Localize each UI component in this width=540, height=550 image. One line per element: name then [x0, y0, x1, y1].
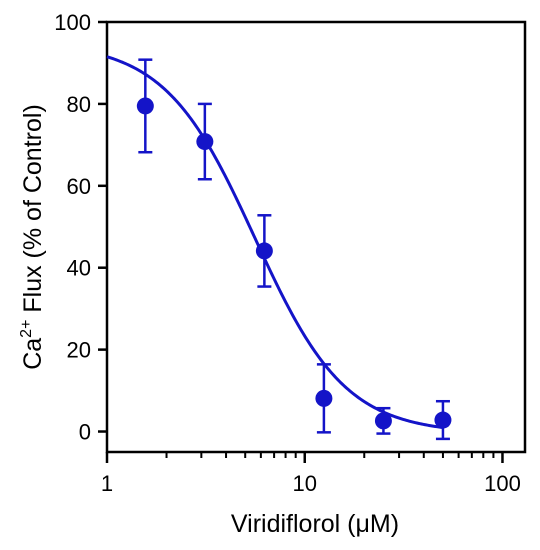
x-tick-label: 100: [484, 471, 521, 496]
y-tick-label: 80: [67, 92, 91, 117]
plot-frame: [105, 20, 527, 454]
data-point: [434, 411, 452, 429]
data-point: [374, 412, 392, 430]
y-tick-label: 60: [67, 174, 91, 199]
data-point: [255, 242, 273, 260]
fit-curve-layer: [106, 55, 444, 430]
data-point: [196, 133, 214, 151]
y-tick-label: 100: [54, 10, 91, 35]
y-tick-label: 0: [79, 420, 91, 445]
axis-labels: Viridiflorol (μM) Ca2+ Flux (% of Contro…: [18, 104, 399, 538]
x-tick-label: 10: [292, 471, 316, 496]
y-axis-label-prefix: Ca: [19, 338, 47, 370]
y-axis-label: Ca2+ Flux (% of Control): [18, 104, 47, 370]
axes: 0 20 40 60 80 100 1 10 100: [54, 10, 527, 496]
y-axis-label-suffix: Flux (% of Control): [19, 104, 47, 319]
x-tick-label: 1: [101, 471, 113, 496]
fit-curve: [106, 55, 444, 430]
data-points: [136, 97, 452, 430]
y-tick-label: 40: [67, 256, 91, 281]
y-axis-label-superscript: 2+: [18, 320, 35, 338]
y-tick-label: 20: [67, 338, 91, 363]
error-bars: [138, 58, 450, 441]
x-axis-label: Viridiflorol (μM): [231, 510, 399, 538]
data-point: [136, 97, 154, 115]
data-point: [315, 389, 333, 407]
